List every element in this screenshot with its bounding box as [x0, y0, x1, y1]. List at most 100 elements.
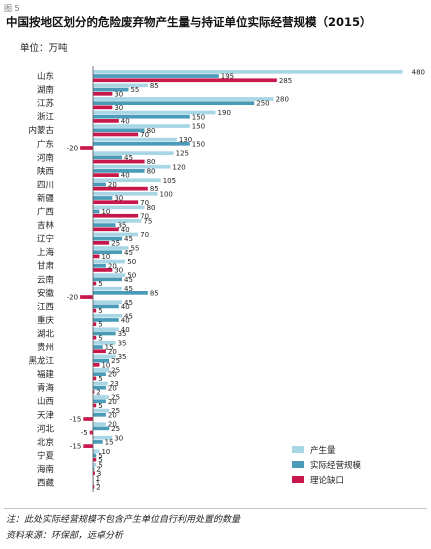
- bar-produced: [93, 178, 161, 183]
- bar-capacity: [93, 209, 100, 214]
- data-label: 45: [124, 312, 133, 320]
- notes-divider: [4, 508, 427, 509]
- data-label: 10: [101, 253, 110, 261]
- data-label: 35: [118, 222, 127, 230]
- data-label: 480: [412, 68, 425, 76]
- category-label: 广西: [37, 207, 54, 218]
- bar-capacity: [93, 236, 123, 241]
- bar-produced: [93, 381, 108, 386]
- bar-produced: [93, 164, 171, 169]
- bar-produced: [93, 70, 403, 74]
- bar-produced: [93, 395, 110, 399]
- category-label: 江苏: [37, 98, 55, 109]
- legend-swatch: [292, 446, 304, 453]
- bar-produced: [93, 462, 97, 467]
- figure-label: 图 5: [4, 4, 20, 13]
- data-label: 45: [124, 154, 133, 162]
- bar-gap: [93, 308, 97, 313]
- bar-produced: [93, 408, 110, 413]
- data-label: 85: [150, 185, 159, 193]
- category-label: 江西: [37, 302, 54, 312]
- data-label: 120: [172, 163, 185, 171]
- bar-gap: [93, 186, 148, 191]
- bar-gap: [93, 173, 119, 177]
- bar-capacity: [93, 101, 255, 105]
- data-label: 55: [130, 245, 139, 253]
- data-label: 20: [108, 371, 117, 379]
- bar-gap: [93, 322, 97, 326]
- category-label: 吉林: [37, 220, 55, 231]
- bar-gap: [93, 403, 97, 408]
- bar-gap: [93, 268, 113, 272]
- category-label: 甘肃: [37, 261, 55, 272]
- bar-produced: [93, 422, 106, 426]
- bar-produced: [93, 313, 123, 318]
- category-label: 河南: [37, 152, 54, 163]
- data-label: 5: [98, 456, 102, 464]
- bar-capacity: [93, 345, 103, 349]
- data-label: 40: [121, 317, 130, 325]
- bar-gap: [89, 430, 93, 435]
- category-label: 宁夏: [37, 450, 55, 461]
- bar-produced: [93, 286, 123, 291]
- bar-capacity: [93, 399, 106, 404]
- category-label: 青海: [37, 383, 55, 394]
- category-label: 贵州: [37, 342, 54, 353]
- chart-area: 山东湖南江苏浙江内蒙古广东河南陕西四川新疆广西吉林辽宁上海甘肃云南安徽江西重庆湖…: [28, 66, 425, 493]
- data-label: 15: [105, 438, 114, 446]
- data-label: 20: [108, 411, 117, 419]
- bar-capacity: [93, 169, 145, 173]
- data-label: 5: [98, 461, 102, 469]
- data-label: 35: [118, 330, 127, 338]
- data-label: -15: [70, 416, 81, 424]
- bar-gap: [93, 213, 139, 218]
- data-label: 40: [121, 326, 130, 334]
- bar-capacity: [93, 318, 119, 322]
- bar-gap: [93, 281, 97, 286]
- data-label: 35: [118, 339, 127, 347]
- bars: [80, 70, 403, 489]
- data-label: 30: [114, 90, 123, 98]
- bar-capacity: [93, 114, 190, 119]
- bar-gap: [93, 349, 106, 354]
- bar-capacity: [93, 291, 148, 295]
- bar-gap: [93, 91, 113, 96]
- data-label: 75: [143, 217, 152, 225]
- data-label: 15: [105, 344, 114, 352]
- bar-produced: [93, 246, 129, 250]
- data-label: 125: [176, 150, 189, 158]
- category-label: 北京: [37, 437, 54, 448]
- data-label: 1: [96, 479, 100, 487]
- bar-capacity: [93, 412, 106, 417]
- data-label: 50: [127, 258, 136, 266]
- bar-capacity: [93, 453, 97, 458]
- data-label: 285: [279, 77, 292, 85]
- category-label: 四川: [37, 180, 54, 190]
- data-label: 45: [124, 235, 133, 243]
- bar-capacity: [93, 196, 113, 200]
- category-label: 广东: [37, 139, 54, 150]
- bar-produced: [93, 273, 126, 277]
- source-note: 资料来源：环保部，远卓分析: [6, 531, 124, 541]
- data-label: 1: [96, 475, 100, 483]
- data-label: -20: [67, 294, 78, 302]
- data-label: 250: [256, 100, 269, 108]
- category-label: 西藏: [37, 478, 55, 489]
- data-label: 20: [108, 262, 117, 270]
- data-label: 70: [140, 131, 149, 139]
- data-label: 2: [96, 483, 100, 491]
- data-label: 100: [160, 190, 173, 198]
- bar-capacity: [93, 385, 106, 390]
- bar-produced: [93, 354, 116, 359]
- category-label: 山东: [37, 71, 54, 82]
- footnote: 注：此处实际经营规模不包含产生单位自行利用处置的数量: [6, 515, 241, 525]
- data-label: 150: [192, 140, 205, 148]
- bar-produced: [93, 205, 145, 210]
- legend-label: 产生量: [310, 445, 336, 456]
- bar-gap: [93, 471, 95, 476]
- data-label: 40: [121, 303, 130, 311]
- category-label: 海南: [37, 464, 54, 475]
- legend-label: 理论缺口: [310, 475, 344, 486]
- bar-gap: [93, 457, 97, 462]
- bar-produced: [93, 341, 116, 345]
